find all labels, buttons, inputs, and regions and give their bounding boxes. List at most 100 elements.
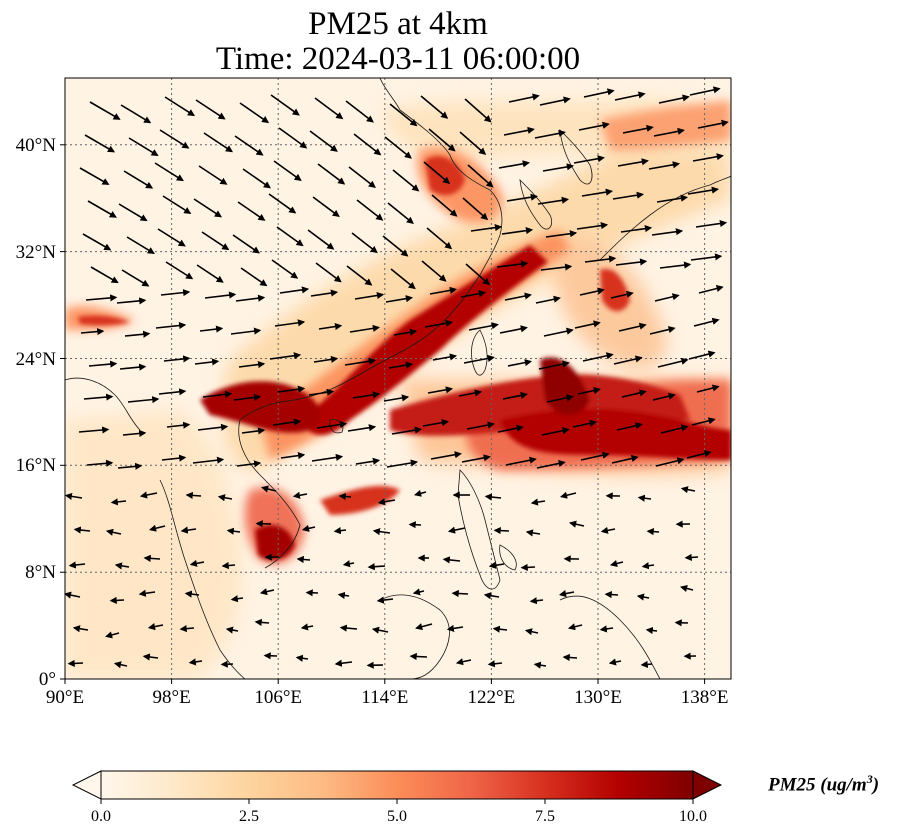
wind-arrow bbox=[270, 94, 300, 116]
wind-arrow bbox=[538, 360, 570, 370]
wind-arrow bbox=[525, 529, 541, 537]
wind-arrow bbox=[424, 319, 454, 328]
wind-arrow bbox=[315, 262, 342, 283]
wind-arrow bbox=[508, 93, 540, 103]
wind-arrow bbox=[499, 325, 528, 334]
wind-arrow bbox=[466, 421, 495, 430]
wind-arrow bbox=[124, 330, 151, 338]
wind-arrow bbox=[295, 654, 309, 662]
wind-arrow bbox=[118, 203, 148, 222]
wind-arrow bbox=[311, 453, 344, 462]
wind-arrow bbox=[487, 660, 503, 668]
wind-arrow bbox=[198, 165, 228, 185]
wind-arrow bbox=[242, 168, 271, 189]
wind-arrow bbox=[680, 585, 694, 592]
map-title-line2: Time: 2024-03-11 06:00:00 bbox=[215, 41, 581, 77]
wind-arrow bbox=[164, 96, 196, 117]
wind-arrow bbox=[386, 459, 419, 468]
wind-arrow bbox=[116, 297, 147, 305]
wind-arrow bbox=[123, 170, 154, 189]
wind-arrow bbox=[204, 291, 237, 299]
wind-arrow bbox=[604, 590, 619, 599]
wind-arrow bbox=[442, 556, 461, 564]
wind-arrow bbox=[465, 263, 491, 286]
wind-arrow bbox=[462, 197, 489, 221]
coastlines bbox=[65, 78, 731, 679]
wind-arrow bbox=[230, 327, 262, 335]
wind-arrow bbox=[385, 295, 414, 303]
wind-arrow bbox=[188, 658, 203, 666]
wind-arrow bbox=[292, 491, 308, 499]
wind-arrow bbox=[235, 294, 266, 302]
y-tick-label: 16°N bbox=[16, 455, 57, 476]
wind-arrow bbox=[680, 486, 696, 494]
pm25-field bbox=[65, 78, 731, 679]
wind-arrow bbox=[230, 595, 244, 603]
wind-arrow bbox=[501, 227, 534, 235]
wind-arrow bbox=[599, 625, 614, 633]
wind-arrow bbox=[87, 200, 117, 218]
wind-arrow bbox=[463, 354, 495, 364]
wind-arrow bbox=[534, 129, 566, 139]
colorbar-label: PM25 (ug/m3) bbox=[768, 772, 880, 796]
wind-arrow bbox=[232, 234, 260, 254]
wind-arrow bbox=[119, 363, 147, 371]
wind-arrow bbox=[142, 653, 159, 661]
wind-arrow bbox=[367, 563, 386, 571]
wind-arrow bbox=[86, 459, 114, 467]
wind-arrow bbox=[160, 289, 191, 297]
wind-arrow bbox=[659, 261, 692, 269]
wind-arrow bbox=[620, 225, 653, 233]
wind-arrow bbox=[658, 94, 690, 104]
wind-arrow bbox=[520, 563, 536, 571]
wind-arrow bbox=[537, 196, 570, 205]
wind-arrow bbox=[426, 227, 453, 250]
wind-arrow bbox=[393, 328, 418, 336]
wind-arrow bbox=[568, 623, 583, 631]
x-tick-label: 90°E bbox=[46, 687, 84, 708]
wind-arrow bbox=[237, 201, 266, 221]
wind-arrow bbox=[199, 325, 224, 333]
y-tick-label: 8°N bbox=[25, 562, 56, 583]
wind-arrow bbox=[382, 235, 409, 257]
wind-arrow bbox=[392, 169, 420, 192]
wind-arrow bbox=[390, 268, 416, 290]
wind-arrow bbox=[317, 163, 346, 185]
wind-arrow bbox=[276, 226, 304, 247]
wind-arrow bbox=[158, 388, 187, 396]
wind-arrow bbox=[568, 520, 585, 528]
wind-arrow bbox=[82, 233, 112, 251]
wind-arrow bbox=[89, 101, 121, 120]
wind-arrow bbox=[203, 132, 234, 153]
wind-arrow bbox=[217, 494, 233, 502]
wind-arrow bbox=[318, 323, 343, 331]
wind-arrow bbox=[577, 387, 601, 395]
wind-arrow bbox=[342, 560, 355, 568]
wind-arrow bbox=[384, 136, 412, 159]
wind-arrow bbox=[339, 624, 358, 632]
wind-arrow bbox=[622, 124, 654, 134]
wind-arrow bbox=[159, 129, 190, 149]
wind-arrow bbox=[189, 559, 205, 567]
wind-arrow bbox=[611, 454, 639, 464]
wind-arrow bbox=[138, 589, 156, 597]
wind-arrow bbox=[423, 161, 451, 185]
axis-tick-marks bbox=[60, 144, 706, 684]
wind-arrow bbox=[154, 162, 184, 182]
wind-arrow bbox=[114, 562, 130, 570]
wind-arrow bbox=[613, 355, 643, 365]
wind-arrow bbox=[353, 133, 382, 156]
map-title-line1: PM25 at 4km bbox=[308, 6, 488, 42]
wind-arrow bbox=[65, 492, 83, 500]
wind-arrow bbox=[300, 623, 314, 631]
wind-arrow bbox=[202, 390, 233, 398]
wind-arrow bbox=[535, 295, 561, 304]
wind-arrow bbox=[391, 426, 423, 435]
wind-arrow bbox=[201, 231, 230, 251]
wind-arrow bbox=[344, 357, 377, 366]
wind-arrow bbox=[128, 137, 159, 157]
wind-arrow bbox=[539, 96, 571, 106]
wind-arrow bbox=[580, 451, 610, 461]
wind-arrow bbox=[636, 593, 650, 601]
